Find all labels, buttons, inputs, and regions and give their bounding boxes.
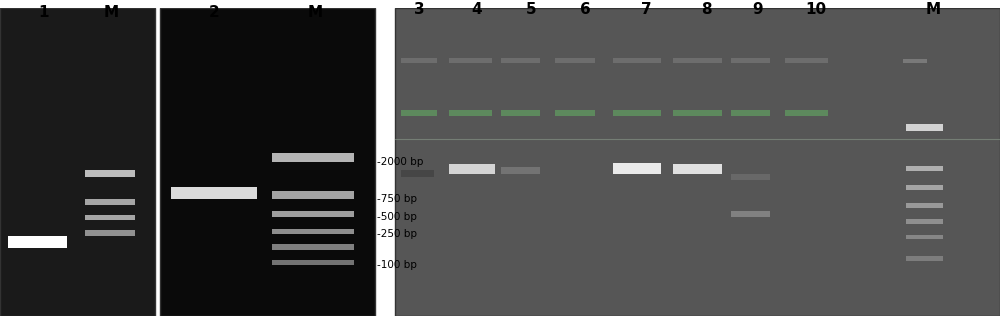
Text: 7: 7 [641, 2, 651, 17]
Text: -2000 bp: -2000 bp [377, 157, 424, 167]
Bar [731, 110, 770, 116]
Bar [785, 58, 828, 63]
Bar [272, 153, 354, 162]
Text: M: M [307, 5, 322, 20]
Text: -500 bp: -500 bp [377, 212, 417, 222]
Bar [731, 58, 770, 63]
Bar [906, 234, 943, 239]
Text: 3: 3 [414, 2, 425, 17]
Bar [906, 166, 943, 171]
Bar [8, 236, 67, 248]
Bar [906, 256, 943, 260]
Bar [501, 167, 540, 174]
Bar [613, 58, 661, 63]
Bar [731, 173, 770, 180]
Bar [906, 203, 943, 208]
Bar [449, 110, 492, 116]
Text: M: M [104, 5, 119, 20]
Bar [903, 59, 927, 63]
Bar [272, 244, 354, 250]
Text: 10: 10 [805, 2, 826, 17]
Text: 1: 1 [38, 5, 49, 20]
Bar [613, 163, 661, 174]
Bar [501, 110, 540, 116]
Bar [673, 110, 722, 116]
Text: 6: 6 [580, 2, 591, 17]
Bar [785, 110, 828, 116]
Bar [731, 210, 770, 217]
Bar [555, 58, 595, 63]
Bar [85, 215, 135, 221]
Bar [85, 170, 135, 177]
Bar [272, 191, 354, 199]
Bar [401, 58, 437, 63]
Text: 9: 9 [753, 2, 763, 17]
Bar [449, 164, 495, 174]
Bar [501, 58, 540, 63]
Bar [272, 229, 354, 234]
Bar [272, 259, 354, 265]
Text: 8: 8 [701, 2, 712, 17]
Bar [906, 219, 943, 223]
Text: -250 bp: -250 bp [377, 229, 417, 239]
Bar [0, 8, 155, 316]
Bar [449, 58, 492, 63]
Text: M: M [926, 2, 941, 17]
Bar [395, 8, 1000, 316]
Text: 2: 2 [208, 5, 219, 20]
Text: 5: 5 [526, 2, 536, 17]
Bar [85, 199, 135, 205]
Bar [160, 8, 375, 316]
Bar [673, 164, 722, 174]
Text: -100 bp: -100 bp [377, 260, 417, 270]
Bar [401, 170, 434, 177]
Text: -750 bp: -750 bp [377, 194, 417, 204]
Bar [272, 210, 354, 217]
Bar [613, 110, 661, 116]
Bar [401, 110, 437, 116]
Bar [673, 58, 722, 63]
Bar [906, 185, 943, 190]
Text: 4: 4 [471, 2, 482, 17]
Bar [171, 186, 257, 199]
Bar [555, 110, 595, 116]
Bar [906, 124, 943, 131]
Bar [85, 230, 135, 236]
